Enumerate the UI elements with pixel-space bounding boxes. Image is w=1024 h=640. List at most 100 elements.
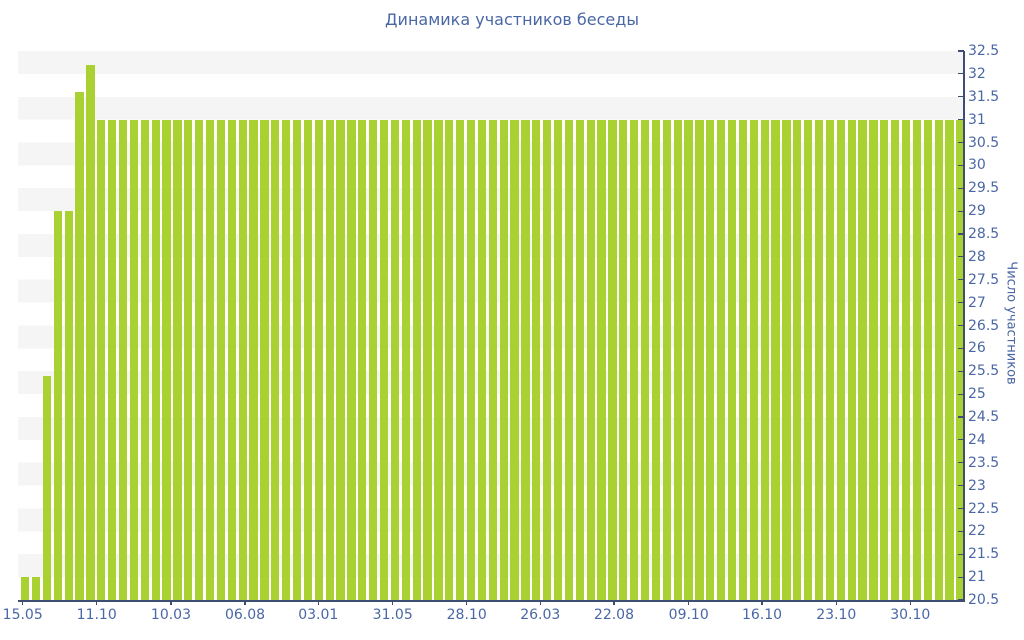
y-tick-label: 24 (968, 431, 986, 448)
bar (543, 119, 552, 600)
bar (575, 119, 584, 600)
y-tick-label: 25.5 (968, 363, 1000, 380)
bar (901, 119, 911, 600)
bar (934, 119, 943, 600)
bar (586, 119, 595, 600)
y-tick-label: 25 (968, 386, 986, 403)
x-tick-label: 30.10 (890, 607, 931, 623)
bar (662, 119, 671, 600)
bar (825, 119, 835, 600)
x-tick-label: 03.01 (298, 607, 339, 623)
y-tick-mark (958, 233, 964, 235)
y-tick-label: 31.5 (968, 88, 1000, 105)
bar (108, 119, 117, 600)
bar (651, 119, 661, 600)
bar (314, 119, 323, 600)
bar (173, 119, 182, 600)
bar (184, 119, 193, 600)
x-tick-mark (909, 600, 911, 605)
y-tick-mark (958, 73, 964, 75)
bar (760, 119, 769, 600)
bar (86, 64, 95, 600)
bar (619, 119, 628, 600)
bar (673, 119, 682, 600)
y-tick-label: 28 (968, 248, 986, 265)
bar (227, 119, 236, 600)
bar (836, 119, 845, 600)
bar (706, 119, 715, 600)
y-tick-label: 22 (968, 523, 986, 540)
bar (336, 119, 345, 600)
x-tick-mark (539, 600, 541, 605)
x-tick-mark (170, 600, 172, 605)
y-tick-mark (958, 279, 964, 281)
y-tick-label: 31 (968, 111, 986, 128)
bar (347, 119, 356, 600)
bar (64, 211, 73, 600)
y-tick-label: 27 (968, 294, 986, 311)
y-tick-mark (958, 462, 964, 464)
y-tick-mark (958, 530, 964, 532)
bar (782, 119, 791, 600)
plot-area (18, 51, 965, 600)
y-tick-mark (958, 302, 964, 304)
x-tick-mark (688, 600, 690, 605)
x-tick-mark (244, 600, 246, 605)
x-tick-mark (835, 600, 837, 605)
bar (282, 119, 291, 600)
bar (880, 119, 889, 600)
y-tick-label: 21 (968, 569, 986, 586)
bar (434, 119, 443, 600)
x-tick-mark (392, 600, 394, 605)
x-tick-label: 26.03 (520, 607, 561, 623)
y-tick-label: 26 (968, 340, 986, 357)
bar (891, 119, 900, 600)
bar (717, 119, 726, 600)
bar (749, 119, 758, 600)
y-tick-label: 30.5 (968, 134, 1000, 151)
x-tick-label: 09.10 (668, 607, 709, 623)
y-tick-mark (958, 576, 964, 578)
y-tick-label: 22.5 (968, 500, 1000, 517)
bar (597, 119, 606, 600)
y-tick-label: 32.5 (968, 43, 1000, 59)
bar (401, 119, 410, 600)
y-tick-label: 24.5 (968, 409, 1000, 425)
bar (75, 92, 84, 600)
y-tick-mark (958, 187, 964, 189)
y-tick-mark (958, 50, 964, 52)
x-tick-mark (613, 600, 615, 605)
bar (129, 119, 139, 600)
x-tick-mark (317, 600, 319, 605)
bar (945, 119, 954, 600)
bar (412, 119, 421, 600)
bar (456, 119, 465, 600)
bar (912, 119, 922, 600)
y-tick-label: 23.5 (968, 454, 1000, 471)
x-tick-label: 31.05 (372, 607, 413, 623)
x-tick-label: 23.10 (816, 607, 857, 623)
y-tick-label: 29 (968, 203, 986, 220)
bar (260, 119, 269, 600)
bar (630, 119, 639, 600)
x-tick-label: 10.03 (150, 607, 191, 623)
x-tick-label: 06.08 (224, 607, 266, 623)
bar (499, 119, 508, 600)
y-tick-mark (958, 256, 964, 258)
bar (510, 119, 519, 600)
y-tick-label: 32 (968, 65, 986, 82)
bar (793, 119, 802, 600)
y-tick-mark (958, 553, 964, 555)
bar (956, 119, 965, 600)
y-tick-mark (958, 370, 964, 372)
y-tick-label: 26.5 (968, 317, 1000, 334)
y-tick-mark (958, 119, 964, 121)
x-tick-label: 16.10 (741, 607, 783, 623)
x-tick-label: 28.10 (446, 607, 487, 623)
bar (923, 119, 932, 600)
y-tick-mark (958, 347, 964, 349)
bar (553, 119, 563, 600)
x-tick-mark (22, 600, 24, 605)
bar (466, 119, 476, 600)
bar (445, 119, 454, 600)
